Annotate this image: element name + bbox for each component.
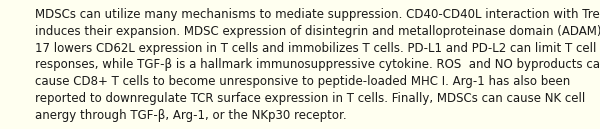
Text: anergy through TGF-β, Arg-1, or the NKp30 receptor.: anergy through TGF-β, Arg-1, or the NKp3… (35, 109, 347, 122)
Text: reported to downregulate TCR surface expression in T cells. Finally, MDSCs can c: reported to downregulate TCR surface exp… (35, 92, 585, 105)
Text: responses, while TGF-β is a hallmark immunosuppressive cytokine. ROS  and NO byp: responses, while TGF-β is a hallmark imm… (35, 58, 600, 71)
Text: induces their expansion. MDSC expression of disintegrin and metalloproteinase do: induces their expansion. MDSC expression… (35, 25, 600, 38)
Text: cause CD8+ T cells to become unresponsive to peptide-loaded MHC I. Arg-1 has als: cause CD8+ T cells to become unresponsiv… (35, 75, 570, 88)
Text: 17 lowers CD62L expression in T cells and immobilizes T cells. PD-L1 and PD-L2 c: 17 lowers CD62L expression in T cells an… (35, 42, 596, 55)
Text: MDSCs can utilize many mechanisms to mediate suppression. CD40-CD40L interaction: MDSCs can utilize many mechanisms to med… (35, 8, 600, 21)
